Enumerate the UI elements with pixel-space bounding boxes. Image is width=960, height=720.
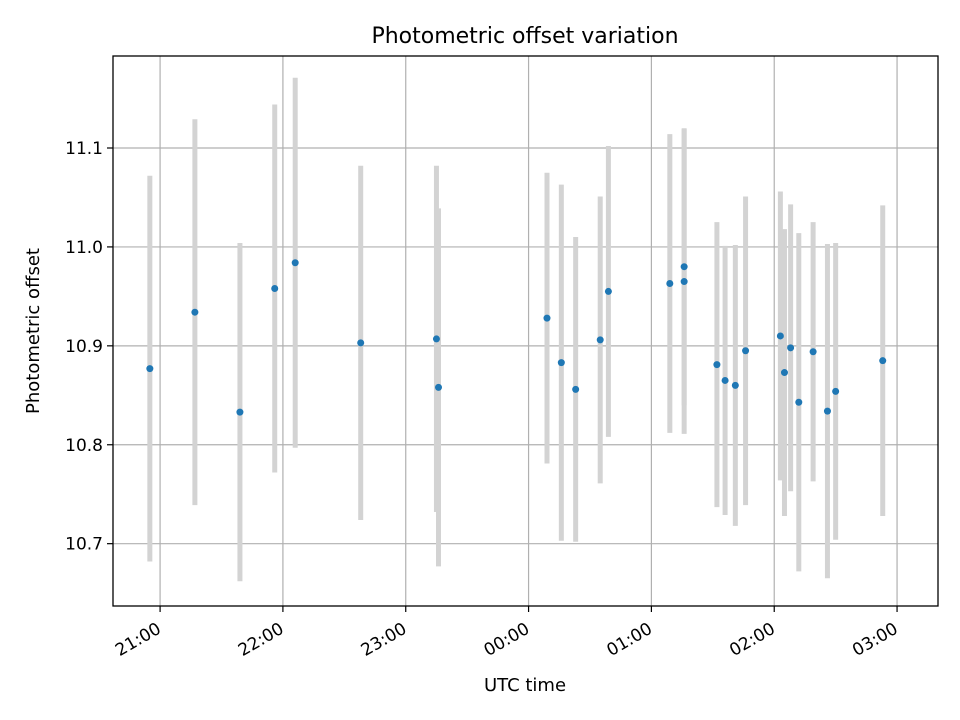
data-point bbox=[357, 339, 365, 347]
y-axis: 10.7 10.8 10.9 11.0 11.1 bbox=[65, 139, 113, 555]
data-point bbox=[809, 348, 817, 356]
chart-title: Photometric offset variation bbox=[371, 24, 678, 49]
data-point bbox=[776, 332, 784, 340]
data-point bbox=[596, 336, 604, 344]
data-point bbox=[543, 314, 551, 322]
data-point bbox=[146, 365, 154, 373]
data-point bbox=[604, 287, 612, 295]
data-point bbox=[832, 387, 840, 395]
data-point bbox=[572, 385, 580, 393]
data-point bbox=[236, 408, 244, 416]
data-point bbox=[680, 263, 688, 271]
data-point bbox=[666, 280, 674, 288]
data-point bbox=[823, 407, 831, 415]
x-axis-label: UTC time bbox=[484, 675, 566, 696]
data-point bbox=[432, 335, 440, 343]
data-point bbox=[879, 357, 887, 365]
y-tick-label: 10.7 bbox=[65, 535, 103, 555]
data-point bbox=[795, 398, 803, 406]
y-tick-label: 11.1 bbox=[65, 139, 103, 159]
data-point bbox=[291, 259, 299, 267]
data-point bbox=[721, 376, 729, 384]
data-point bbox=[680, 278, 688, 286]
data-point bbox=[557, 359, 565, 367]
plot-frame bbox=[112, 55, 939, 607]
data-point bbox=[191, 308, 199, 316]
y-tick-label: 10.8 bbox=[65, 436, 103, 456]
data-point bbox=[271, 284, 279, 292]
data-point bbox=[742, 347, 750, 355]
data-point bbox=[713, 361, 721, 369]
data-point bbox=[434, 383, 442, 391]
data-point bbox=[787, 344, 795, 352]
y-tick-label: 10.9 bbox=[65, 337, 103, 357]
data-points bbox=[146, 259, 887, 416]
data-point bbox=[731, 381, 739, 389]
data-point bbox=[780, 369, 788, 377]
y-axis-label: Photometric offset bbox=[23, 248, 44, 414]
y-tick-label: 11.0 bbox=[65, 238, 103, 258]
